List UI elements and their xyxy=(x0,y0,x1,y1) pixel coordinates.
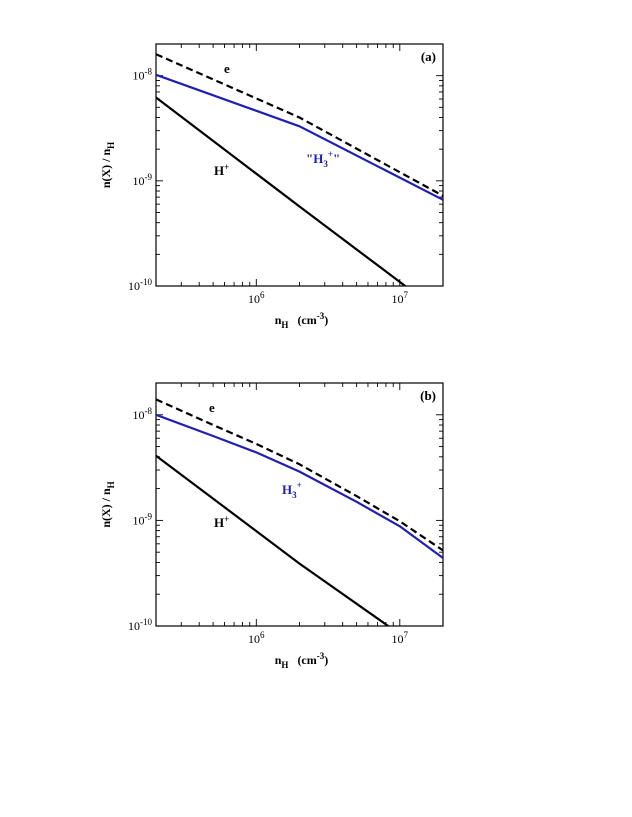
panel-label: (b) xyxy=(420,388,436,403)
x-tick-label: 107 xyxy=(392,290,409,306)
y-axis-label: n(X) / nH xyxy=(99,142,116,188)
x-tick-label: 106 xyxy=(248,630,265,646)
series-line-electron xyxy=(156,53,443,197)
chart-panel-a: 106 107 10-10 10-9 10-8 nH (cm-3) n(X) / nH (a)… xyxy=(99,43,444,330)
x-tick-label: 107 xyxy=(392,630,409,646)
series-line-h3plus xyxy=(156,73,443,201)
series-label-h3plus: H3+ xyxy=(282,480,302,500)
series-line-h3plus xyxy=(156,413,443,559)
series-label-hplus: H+ xyxy=(214,514,229,530)
y-tick-label: 10-8 xyxy=(133,67,153,83)
y-tick-label: 10-8 xyxy=(133,406,153,422)
x-tick-label: 106 xyxy=(248,290,265,306)
series-line-hplus xyxy=(156,454,389,626)
plot-frame xyxy=(155,43,444,287)
y-tick-label: 10-9 xyxy=(133,172,153,188)
x-axis-label: nH (cm-3) xyxy=(275,651,329,670)
chart-panel-b: 106 107 10-10 10-9 10-8 nH (cm-3) n(X) / nH (b)… xyxy=(99,382,444,670)
series-line-hplus xyxy=(156,96,406,286)
panel-label: (a) xyxy=(421,49,436,64)
series-label-electron: e xyxy=(209,400,215,415)
curves xyxy=(156,398,443,626)
series-line-electron xyxy=(156,398,443,552)
series-label-hplus: H+ xyxy=(214,162,229,178)
y-tick-label: 10-10 xyxy=(128,277,152,293)
curves xyxy=(156,53,443,286)
x-axis-label: nH (cm-3) xyxy=(275,311,329,330)
y-tick-label: 10-9 xyxy=(133,511,153,527)
plot-frame xyxy=(155,382,444,627)
y-tick-label: 10-10 xyxy=(128,617,152,633)
series-label-electron: e xyxy=(224,61,230,76)
series-label-h3plus: "H3+" xyxy=(306,149,340,169)
y-axis-label: n(X) / nH xyxy=(99,481,116,527)
